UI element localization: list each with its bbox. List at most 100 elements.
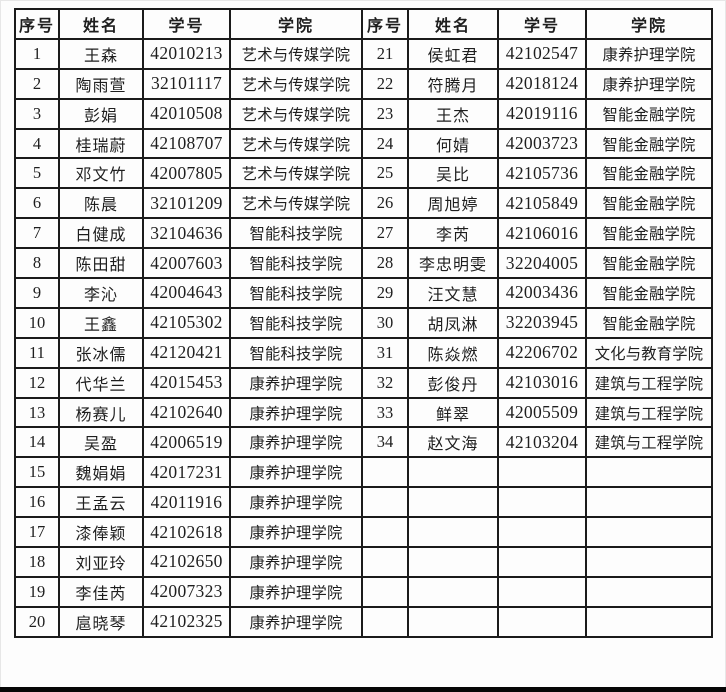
cell-name: 李沁 (58, 277, 144, 309)
cell-name: 陈晨 (58, 187, 144, 220)
table-row: 8 陈田甜 42007603 智能科技学院 28 李忠明雯 32204005 智能金融学院 (14, 247, 713, 280)
cell-no: 26 (361, 187, 409, 220)
table-row: 15 魏娟娟 42017231 康养护理学院 (14, 456, 713, 489)
cell-student-id: 42102650 (142, 546, 231, 578)
cell-college: 智能科技学院 (229, 306, 363, 339)
table-row: 6 陈晨 32101209 艺术与传媒学院 26 周旭婷 42105849 智能金融学院 (14, 187, 713, 220)
cell-student-id: 42017231 (142, 456, 231, 489)
table-row: 7 白健成 32104636 智能科技学院 27 李芮 42106016 智能金融学院 (14, 217, 713, 250)
cell-name: 王森 (58, 37, 144, 70)
cell-student-id: 42120421 (142, 336, 231, 369)
cell-college: 康养护理学院 (585, 37, 713, 70)
column-header-college: 学院 (585, 8, 713, 40)
cell-student-id: 42105302 (142, 306, 231, 339)
cell-student-id: 42004643 (142, 277, 231, 309)
cell-student-id (497, 605, 587, 638)
cell-college: 智能科技学院 (229, 336, 363, 369)
cell-student-id: 42105849 (497, 187, 587, 220)
cell-name: 扈晓琴 (58, 605, 144, 638)
cell-student-id: 42102618 (142, 516, 231, 549)
cell-college: 康养护理学院 (229, 366, 363, 399)
cell-name: 彭俊丹 (407, 366, 499, 399)
cell-name: 吴盈 (58, 426, 144, 459)
cell-no: 25 (361, 157, 409, 190)
cell-no: 14 (14, 426, 60, 459)
cell-no (361, 575, 409, 608)
column-header-id: 学号 (497, 8, 587, 40)
cell-name (407, 456, 499, 489)
cell-college: 智能科技学院 (229, 247, 363, 280)
cell-no: 34 (361, 426, 409, 459)
cell-college: 智能金融学院 (585, 306, 713, 339)
cell-student-id: 32203945 (497, 306, 587, 339)
cell-name (407, 575, 499, 608)
cell-college: 艺术与传媒学院 (229, 157, 363, 190)
student-roster-table: 序号 姓名 学号 学院 序号 姓名 学号 学院 1 王森 42010213 艺术与传媒… (14, 8, 713, 638)
cell-student-id (497, 546, 587, 578)
cell-college: 文化与教育学院 (585, 336, 713, 369)
table-row: 13 杨赛儿 42102640 康养护理学院 33 鲜翠 42005509 建筑与工程学院 (14, 396, 713, 429)
cell-college: 艺术与传媒学院 (229, 127, 363, 160)
cell-college: 智能金融学院 (585, 187, 713, 220)
cell-name: 王杰 (407, 97, 499, 130)
column-header-id: 学号 (142, 8, 231, 40)
cell-college: 智能金融学院 (585, 277, 713, 309)
cell-college: 智能科技学院 (229, 217, 363, 250)
cell-no: 6 (14, 187, 60, 220)
cell-college: 智能金融学院 (585, 127, 713, 160)
cell-student-id: 42108707 (142, 127, 231, 160)
cell-student-id: 42019116 (497, 97, 587, 130)
cell-name: 周旭婷 (407, 187, 499, 220)
cell-student-id: 42102547 (497, 37, 587, 70)
cell-name: 漆俸颖 (58, 516, 144, 549)
cell-student-id: 42007323 (142, 575, 231, 608)
cell-no: 16 (14, 486, 60, 519)
cell-college: 艺术与传媒学院 (229, 37, 363, 70)
column-header-name: 姓名 (58, 8, 144, 40)
column-header-name: 姓名 (407, 8, 499, 40)
cell-no: 5 (14, 157, 60, 190)
cell-name: 汪文慧 (407, 277, 499, 309)
cell-no: 20 (14, 605, 60, 638)
cell-name: 白健成 (58, 217, 144, 250)
table-row: 18 刘亚玲 42102650 康养护理学院 (14, 546, 713, 578)
cell-name: 彭娟 (58, 97, 144, 130)
cell-college: 建筑与工程学院 (585, 366, 713, 399)
table-row: 10 王鑫 42105302 智能科技学院 30 胡凤淋 32203945 智能金融学院 (14, 306, 713, 339)
cell-student-id: 42005509 (497, 396, 587, 429)
cell-no: 29 (361, 277, 409, 309)
cell-college: 智能科技学院 (229, 277, 363, 309)
column-header-college: 学院 (229, 8, 363, 40)
cell-name: 何婧 (407, 127, 499, 160)
cell-no: 12 (14, 366, 60, 399)
cell-name: 杨赛儿 (58, 396, 144, 429)
table-row: 9 李沁 42004643 智能科技学院 29 汪文慧 42003436 智能金融学院 (14, 277, 713, 309)
table-row: 11 张冰儒 42120421 智能科技学院 31 陈焱燃 42206702 文化与教育学院 (14, 336, 713, 369)
cell-student-id: 42007603 (142, 247, 231, 280)
cell-name: 桂瑞蔚 (58, 127, 144, 160)
cell-name: 胡凤淋 (407, 306, 499, 339)
cell-no: 11 (14, 336, 60, 369)
cell-no: 28 (361, 247, 409, 280)
cell-name: 侯虹君 (407, 37, 499, 70)
table-row: 3 彭娟 42010508 艺术与传媒学院 23 王杰 42019116 智能金融学院 (14, 97, 713, 130)
cell-no: 30 (361, 306, 409, 339)
table-row: 20 扈晓琴 42102325 康养护理学院 (14, 605, 713, 638)
cell-name: 王鑫 (58, 306, 144, 339)
cell-college: 智能金融学院 (585, 217, 713, 250)
cell-no (361, 456, 409, 489)
cell-college: 康养护理学院 (229, 486, 363, 519)
table-row: 12 代华兰 42015453 康养护理学院 32 彭俊丹 42103016 建筑与工程学院 (14, 366, 713, 399)
cell-student-id: 42105736 (497, 157, 587, 190)
cell-college (585, 456, 713, 489)
cell-name: 陈焱燃 (407, 336, 499, 369)
cell-name: 符腾月 (407, 67, 499, 100)
cell-college: 建筑与工程学院 (585, 426, 713, 459)
cell-no: 19 (14, 575, 60, 608)
cell-student-id: 42006519 (142, 426, 231, 459)
cell-name: 陶雨萱 (58, 67, 144, 100)
cell-no: 33 (361, 396, 409, 429)
cell-no: 22 (361, 67, 409, 100)
cell-no: 32 (361, 366, 409, 399)
cell-student-id: 42011916 (142, 486, 231, 519)
